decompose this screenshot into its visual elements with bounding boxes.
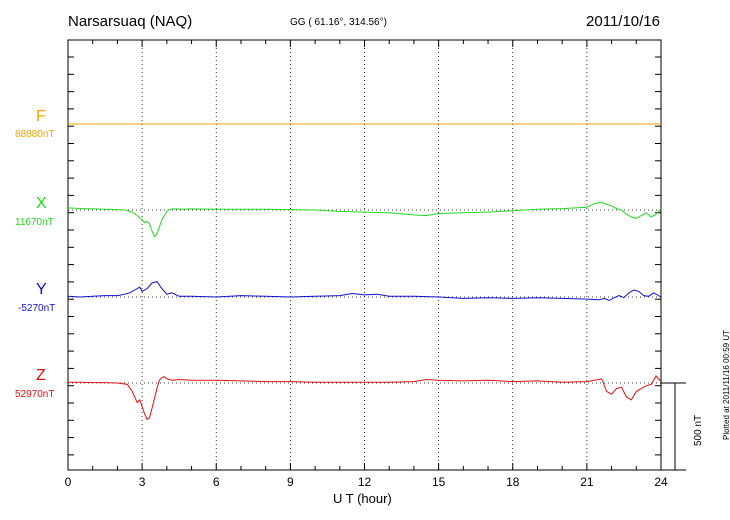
baseline-label-z: 52970nT [15, 389, 55, 400]
x-tick-label: 18 [506, 475, 520, 489]
x-tick-label: 15 [432, 475, 446, 489]
x-tick-label: 21 [580, 475, 594, 489]
component-label-z: Z [36, 367, 46, 384]
station-coordinates: GG ( 61.16°, 314.56°) [290, 17, 387, 28]
x-tick-label: 24 [654, 475, 668, 489]
x-tick-label: 3 [139, 475, 146, 489]
x-tick-label: 0 [65, 475, 72, 489]
series-line-y [67, 281, 662, 302]
baseline-label-x: 11670nT [15, 217, 54, 228]
plotted-timestamp: Plotted at 2011/11/16 00:59 UT [722, 329, 730, 440]
series-line-x [67, 201, 662, 238]
component-label-x: X [36, 195, 47, 212]
x-tick-label: 6 [213, 475, 220, 489]
component-label-y: Y [36, 281, 47, 298]
x-tick-label: 9 [287, 475, 294, 489]
scale-bar-label: 500 nT [693, 414, 704, 446]
record-date: 2011/10/16 [586, 13, 660, 30]
component-label-f: F [36, 108, 46, 125]
x-tick-label: 12 [358, 475, 372, 489]
series-line-z [68, 375, 662, 421]
baseline-label-f: 88880nT [15, 129, 55, 140]
baseline-label-y: -5270nT [18, 303, 56, 314]
station-title: Narsarsuaq (NAQ) [68, 13, 193, 30]
x-axis-label: U T (hour) [333, 491, 392, 506]
